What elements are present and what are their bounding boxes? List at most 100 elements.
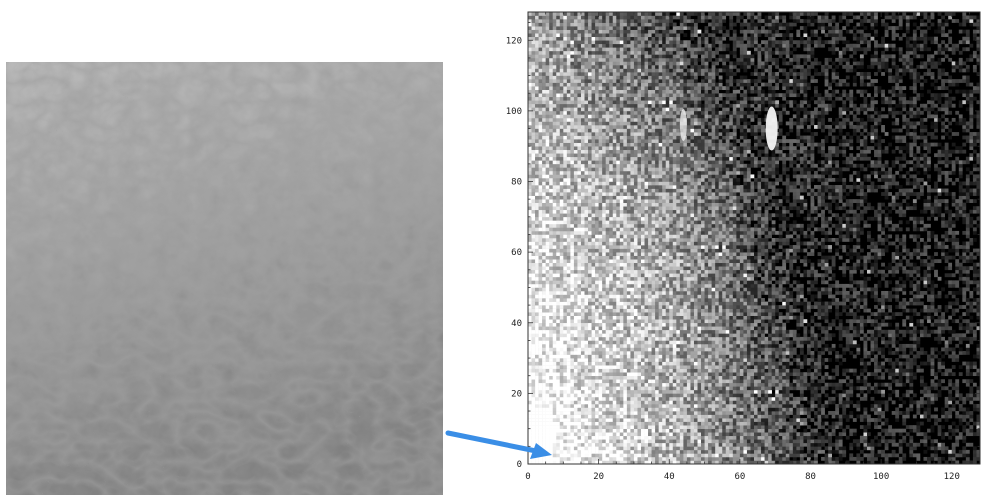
heatmap-cell	[556, 407, 561, 412]
heatmap-cell	[697, 425, 702, 429]
heatmap-cell	[570, 372, 575, 377]
heatmap-cell	[895, 333, 900, 338]
heatmap-cell	[612, 368, 617, 373]
heatmap-cell	[785, 358, 790, 362]
heatmap-cell	[552, 449, 557, 454]
heatmap-cell	[771, 326, 776, 331]
heatmap-cell	[651, 294, 656, 299]
heatmap-cell	[757, 421, 762, 426]
heatmap-cell	[845, 414, 850, 419]
heatmap-cell	[708, 301, 712, 306]
heatmap-cell	[662, 432, 667, 437]
heatmap-cell	[736, 343, 741, 348]
heatmap-cell	[743, 453, 748, 458]
heatmap-cell	[732, 312, 737, 316]
heatmap-cell	[563, 315, 568, 320]
heatmap-cell	[891, 329, 896, 334]
heatmap-cell	[616, 294, 621, 299]
heatmap-cell	[884, 315, 889, 320]
heatmap-cell	[672, 375, 677, 380]
heatmap-cell	[665, 432, 670, 437]
heatmap-cell	[616, 386, 621, 391]
heatmap-cell	[549, 333, 554, 338]
heatmap-cell	[912, 372, 917, 377]
heatmap-cell	[595, 365, 599, 369]
heatmap-cell	[761, 418, 765, 422]
heatmap-cell	[563, 326, 568, 331]
heatmap-cell	[686, 407, 691, 412]
heatmap-cell	[722, 418, 727, 422]
heatmap-cell	[708, 403, 712, 408]
heatmap-cell	[708, 375, 712, 380]
heatmap-cell	[605, 442, 610, 447]
heatmap-cell	[669, 315, 674, 320]
heatmap-cell	[814, 343, 818, 348]
heatmap-cell	[746, 322, 751, 327]
heatmap-cell	[732, 442, 737, 447]
heatmap-cell	[711, 312, 716, 316]
heatmap-cell	[782, 340, 787, 345]
heatmap-cell	[690, 407, 695, 412]
heatmap-cell	[665, 460, 670, 465]
heatmap-cell	[923, 407, 928, 412]
heatmap-cell	[764, 396, 769, 401]
heatmap-cell	[566, 308, 571, 313]
heatmap-cell	[881, 382, 885, 387]
heatmap-cell	[722, 446, 727, 451]
heatmap-cell	[573, 389, 578, 394]
heatmap-cell	[711, 446, 716, 451]
heatmap-cell	[718, 375, 723, 380]
heatmap-cell	[895, 453, 900, 458]
heatmap-cell	[552, 460, 557, 465]
heatmap-cell	[648, 442, 652, 447]
heatmap-cell	[662, 298, 667, 302]
heatmap-cell	[796, 449, 801, 454]
heatmap-cell	[831, 368, 836, 373]
heatmap-cell	[602, 453, 606, 458]
heatmap-cell	[849, 298, 854, 302]
heatmap-cell	[739, 347, 744, 352]
heatmap-cell	[810, 446, 815, 451]
heatmap-cell	[778, 365, 783, 369]
heatmap-cell	[810, 418, 815, 422]
heatmap-cell	[679, 379, 684, 384]
heatmap-cell	[602, 322, 606, 327]
heatmap-cell	[609, 358, 614, 362]
heatmap-cell	[545, 446, 550, 451]
heatmap-cell	[782, 403, 787, 408]
heatmap-cell	[573, 456, 578, 461]
heatmap-cell	[679, 354, 684, 359]
heatmap-cell	[542, 365, 546, 369]
heatmap-cell	[566, 428, 571, 433]
heatmap-cell	[782, 375, 787, 380]
heatmap-cell	[580, 340, 585, 345]
heatmap-cell	[711, 347, 716, 352]
heatmap-cell	[877, 449, 882, 454]
heatmap-cell	[725, 312, 730, 316]
heatmap-cell	[711, 361, 716, 366]
heatmap-cell	[810, 358, 815, 362]
heatmap-cell	[693, 329, 698, 334]
heatmap-cell	[616, 460, 621, 465]
heatmap-cell	[718, 411, 723, 415]
heatmap-cell	[528, 386, 532, 391]
heatmap-cell	[898, 379, 903, 384]
heatmap-cell	[549, 298, 554, 302]
heatmap-cell	[919, 351, 924, 355]
heatmap-cell	[718, 425, 723, 429]
heatmap-cell	[556, 336, 561, 341]
heatmap-cell	[838, 322, 843, 327]
heatmap-cell	[658, 421, 663, 426]
heatmap-cell	[863, 407, 868, 412]
heatmap-cell	[644, 301, 649, 306]
heatmap-cell	[923, 382, 928, 387]
heatmap-cell	[739, 435, 744, 440]
heatmap-cell	[757, 460, 762, 465]
heatmap-cell	[817, 446, 822, 451]
heatmap-cell	[676, 446, 681, 451]
heatmap-cell	[768, 411, 772, 415]
heatmap-cell	[697, 375, 702, 380]
heatmap-cell	[704, 382, 709, 387]
heatmap-cell	[676, 343, 681, 348]
heatmap-cell	[552, 322, 557, 327]
